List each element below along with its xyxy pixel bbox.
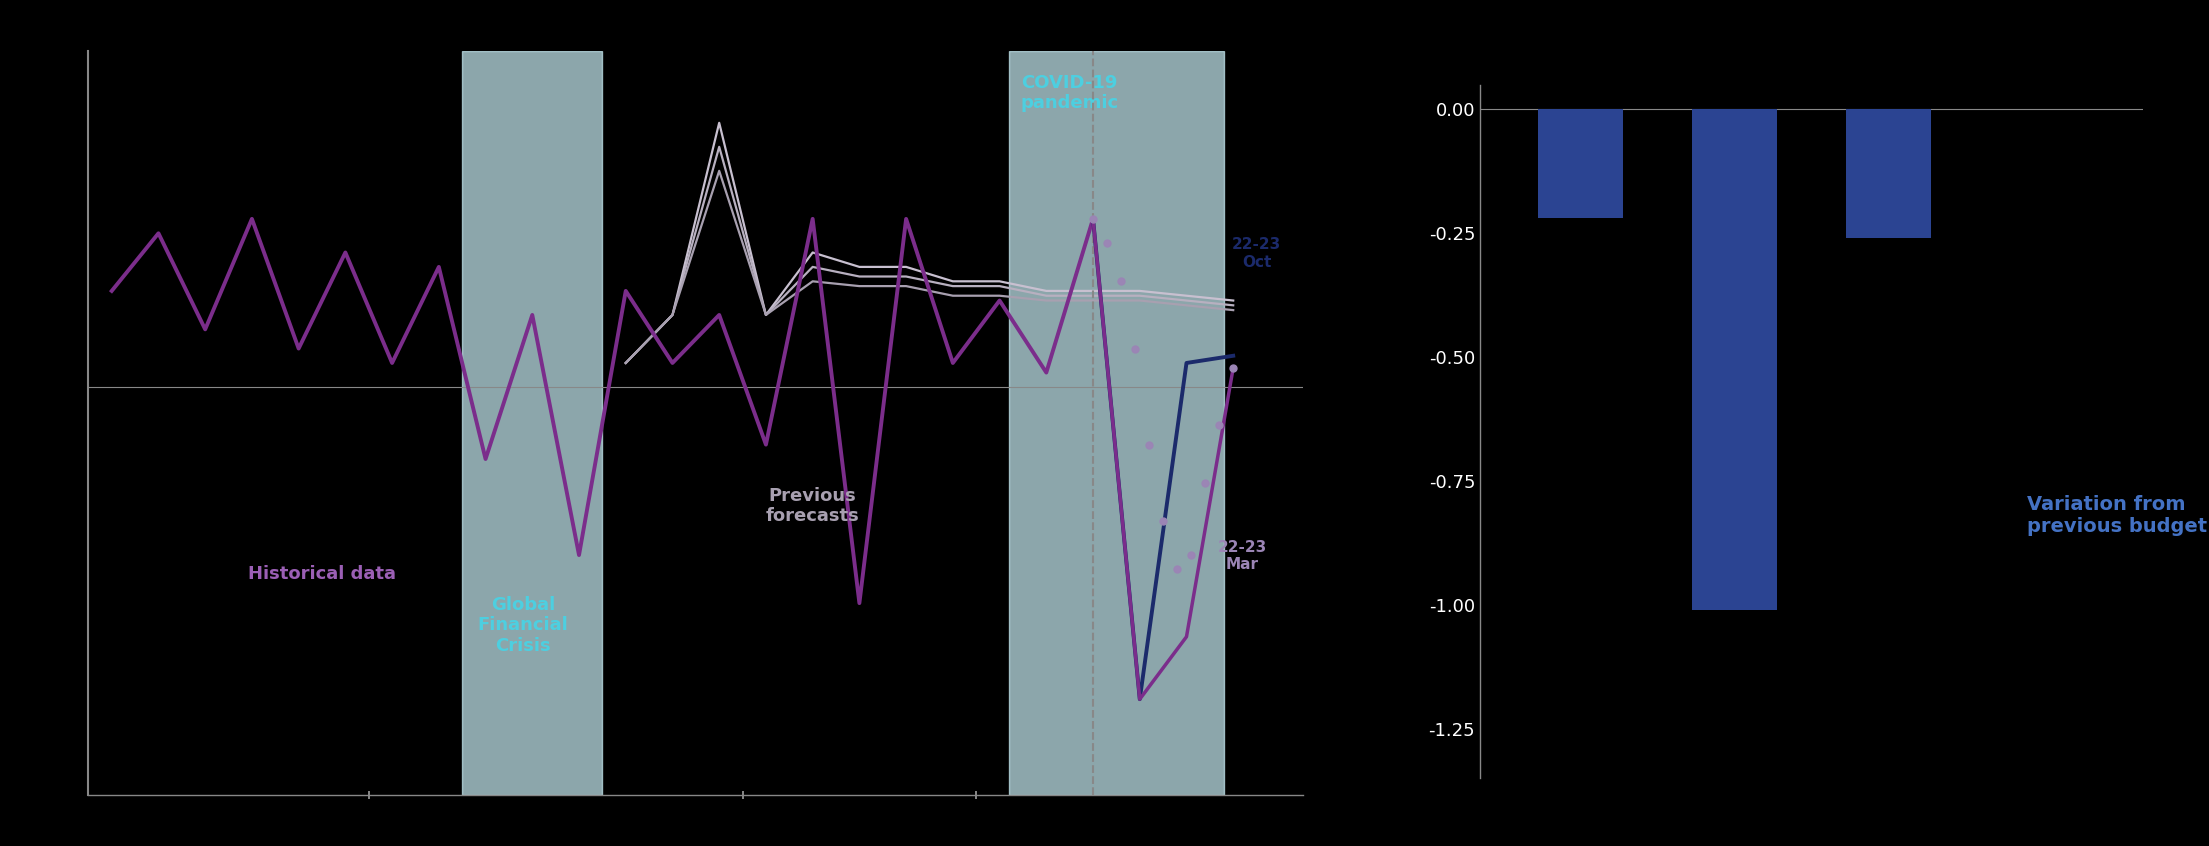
Bar	[1692, 109, 1776, 610]
Text: 22-23
Mar: 22-23 Mar	[1217, 540, 1268, 573]
Text: 22-23
Oct: 22-23 Oct	[1233, 238, 1281, 270]
Text: Global
Financial
Crisis: Global Financial Crisis	[477, 596, 568, 655]
Bar	[1537, 109, 1624, 218]
Bar	[462, 51, 603, 795]
Bar	[1010, 51, 1224, 795]
Text: COVID-19
pandemic: COVID-19 pandemic	[1021, 74, 1118, 113]
Text: Historical data: Historical data	[247, 565, 395, 583]
Bar	[1847, 109, 1931, 239]
Text: Previous
forecasts: Previous forecasts	[767, 486, 859, 525]
Text: Variation from
previous budget: Variation from previous budget	[2028, 495, 2207, 536]
